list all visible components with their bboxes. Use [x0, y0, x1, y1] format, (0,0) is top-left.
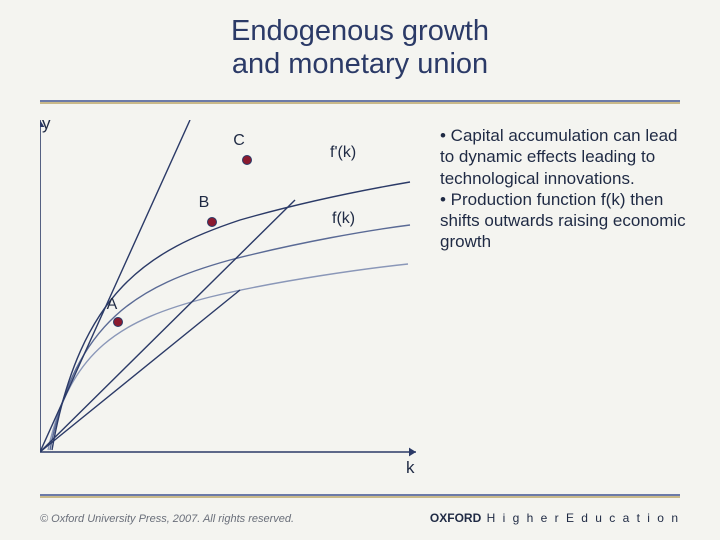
title-underline — [40, 100, 680, 104]
chart: y k ABC f'(k)f(k) — [40, 120, 420, 470]
curve-label-fprime: f'(k) — [330, 144, 356, 162]
slide-title: Endogenous growth and monetary union — [0, 15, 720, 81]
title-line-2: and monetary union — [0, 48, 720, 81]
point-label-A: A — [107, 296, 118, 314]
slide: Endogenous growth and monetary union y k… — [0, 0, 720, 540]
point-label-B: B — [199, 194, 210, 212]
bullet-item: • Capital accumulation can lead to dynam… — [440, 125, 695, 189]
chart-svg — [40, 120, 420, 470]
x-axis-label: k — [406, 458, 415, 478]
curve-label-fk: f(k) — [332, 210, 355, 228]
point-A — [113, 317, 123, 327]
footer-brand-name: OXFORD — [430, 511, 481, 525]
bullet-item: • Production function f(k) then shifts o… — [440, 189, 695, 253]
footer-brand: OXFORD H i g h e r E d u c a t i o n — [430, 511, 680, 525]
footer-brand-suffix: H i g h e r E d u c a t i o n — [487, 511, 680, 525]
point-C — [242, 155, 252, 165]
point-label-C: C — [233, 132, 245, 150]
footer-copyright: © Oxford University Press, 2007. All rig… — [40, 513, 294, 525]
title-line-1: Endogenous growth — [0, 15, 720, 48]
y-axis-label: y — [42, 114, 51, 134]
bullet-list: • Capital accumulation can lead to dynam… — [440, 125, 695, 253]
point-B — [207, 217, 217, 227]
footer-underline — [40, 494, 680, 498]
